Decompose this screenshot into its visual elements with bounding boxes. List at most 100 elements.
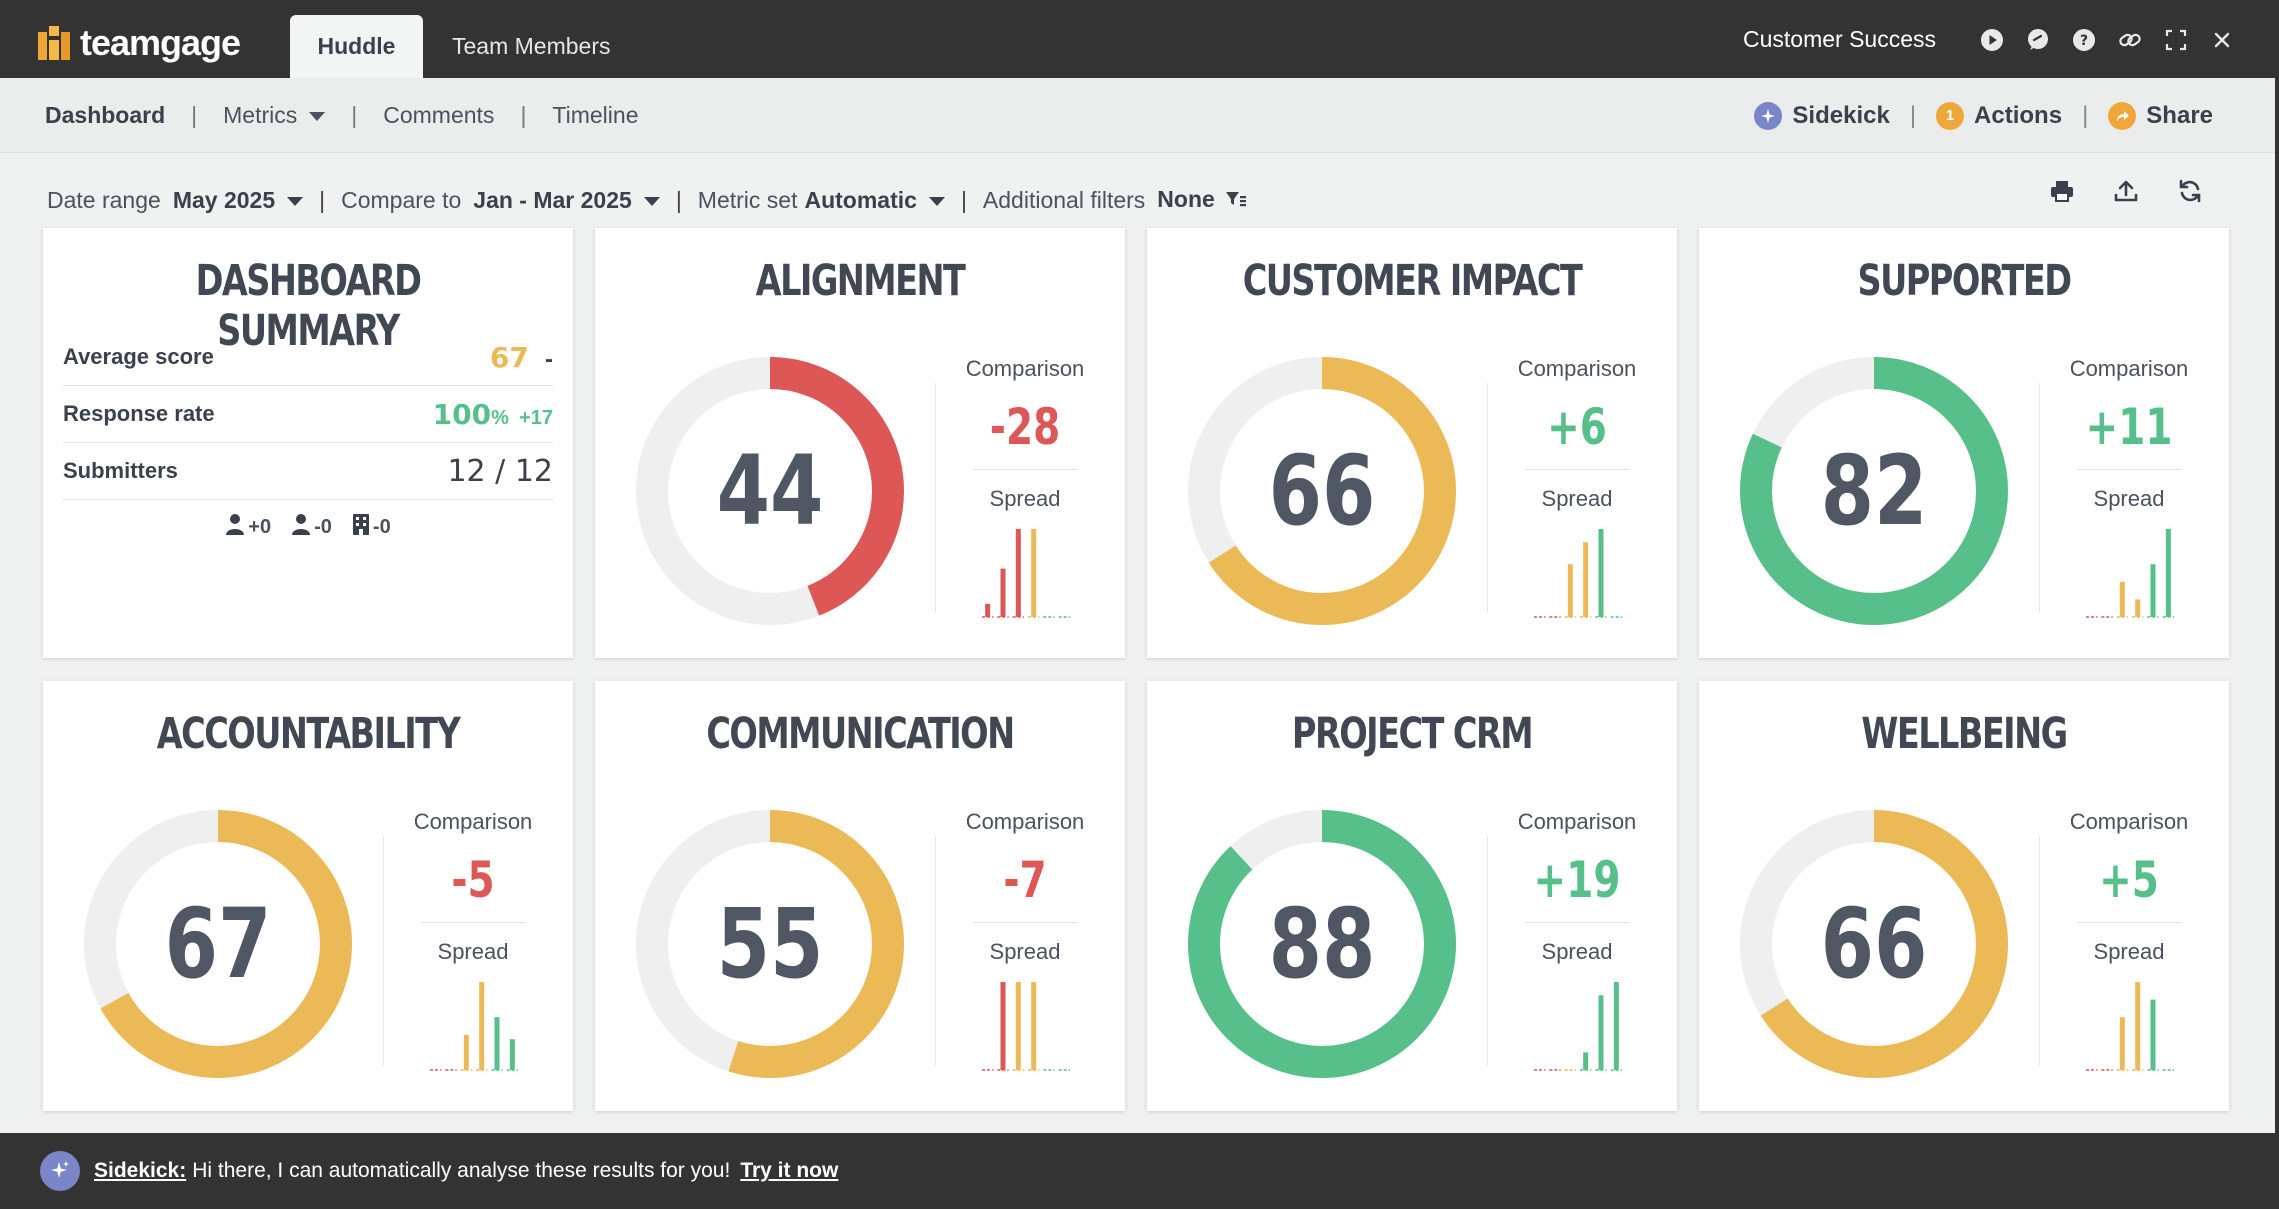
spread-bar	[985, 603, 991, 617]
sidekick-banner: Sidekick: Hi there, I can automatically …	[0, 1133, 2279, 1209]
print-icon[interactable]	[2049, 178, 2075, 204]
comparison-value: -7	[1003, 851, 1047, 909]
metric-card-supported[interactable]: SUPPORTED 82 Comparison +11 Spread	[1699, 228, 2229, 658]
filter-separator: |	[675, 186, 682, 213]
try-it-now-link[interactable]: Try it now	[740, 1159, 839, 1182]
filter-icon	[1225, 187, 1247, 214]
divider	[1525, 469, 1630, 470]
spread-bar	[1583, 1052, 1589, 1070]
svg-text:?: ?	[2080, 33, 2088, 49]
sparkle-icon	[40, 1151, 80, 1191]
metric-title: CUSTOMER IMPACT	[1242, 256, 1583, 306]
share-button[interactable]: Share	[2108, 101, 2213, 130]
nav-metrics-label: Metrics	[223, 102, 298, 128]
tab-huddle[interactable]: Huddle	[290, 15, 423, 78]
actions-button[interactable]: 1 Actions	[1936, 101, 2063, 130]
help-icon[interactable]: ?	[2072, 28, 2096, 52]
team-name[interactable]: Customer Success	[1742, 26, 1936, 52]
refresh-icon[interactable]	[2177, 178, 2203, 204]
additional-filters-select[interactable]: None	[1157, 186, 1247, 214]
metric-score: 66	[1268, 435, 1376, 547]
donut-arc	[1740, 810, 2008, 1078]
metric-card-accountability[interactable]: ACCOUNTABILITY 67 Comparison -5 Spread	[43, 681, 573, 1111]
divider	[1487, 836, 1488, 1066]
link-icon[interactable]	[2118, 28, 2142, 52]
close-icon[interactable]	[2210, 28, 2234, 52]
metric-score: 88	[1268, 888, 1376, 1000]
summary-member-changes: +0 -0 -0	[43, 513, 573, 541]
tab-team-members[interactable]: Team Members	[452, 33, 611, 59]
metric-card-communication[interactable]: COMMUNICATION 55 Comparison -7 Spread	[595, 681, 1125, 1111]
date-range-label: Date range	[47, 186, 161, 213]
chat-icon[interactable]	[2026, 28, 2050, 52]
logo-text: teamgage	[80, 22, 241, 63]
spread-bar	[463, 1034, 469, 1070]
share-icon	[2108, 101, 2137, 130]
summary-label: Response rate	[63, 401, 215, 426]
summary-title: DASHBOARD SUMMARY	[195, 256, 422, 356]
compare-value: Jan - Mar 2025	[473, 186, 632, 213]
sidekick-button[interactable]: Sidekick	[1754, 101, 1890, 130]
comparison-label: Comparison	[965, 356, 1085, 381]
spread-bar	[1598, 995, 1604, 1070]
score-donut	[1188, 810, 1456, 1078]
divider	[973, 469, 1078, 470]
summary-row-response-rate: Response rate 100% +17	[63, 386, 553, 443]
fullscreen-icon[interactable]	[2164, 28, 2188, 52]
compare-select[interactable]: Jan - Mar 2025	[473, 187, 660, 214]
spread-bar	[1000, 982, 1006, 1070]
play-icon[interactable]	[1980, 28, 2004, 52]
person-icon	[225, 513, 245, 541]
comparison-label: Comparison	[1517, 356, 1637, 381]
chevron-down-icon	[643, 196, 660, 206]
dashboard-summary-card: DASHBOARD SUMMARY Average score 67 - Res…	[43, 228, 573, 658]
spread-bar	[2135, 982, 2141, 1070]
divider	[2077, 922, 2182, 923]
nav-metrics[interactable]: Metrics	[223, 102, 326, 129]
donut-arc	[1188, 810, 1456, 1078]
nav-dashboard[interactable]: Dashboard	[45, 102, 166, 128]
spread-bar	[479, 982, 485, 1070]
divider	[2077, 469, 2182, 470]
joined-chip: +0	[225, 513, 271, 541]
comparison-label: Comparison	[1517, 809, 1637, 834]
comparison-label: Comparison	[413, 809, 533, 834]
spread-bar	[1613, 982, 1619, 1070]
spread-chart	[2086, 529, 2174, 618]
export-icon[interactable]	[2113, 178, 2139, 204]
filter-bar: Date range May 2025 | Compare to Jan - M…	[47, 180, 1247, 220]
divider	[973, 922, 1078, 923]
spread-label: Spread	[2093, 486, 2165, 511]
nav-separator: |	[191, 102, 198, 128]
metric-title: WELLBEING	[1861, 709, 2068, 759]
comparison-value: -28	[989, 398, 1061, 456]
banner-sidekick-link[interactable]: Sidekick:	[94, 1159, 187, 1182]
metric-set-select[interactable]: Automatic	[804, 187, 945, 214]
filter-separator: |	[960, 186, 967, 213]
chevron-down-icon	[928, 196, 945, 206]
nav-timeline[interactable]: Timeline	[552, 102, 639, 128]
spread-bar	[2135, 599, 2141, 617]
nav-comments[interactable]: Comments	[383, 102, 495, 128]
spread-bar	[1015, 529, 1021, 617]
chip-value: +0	[248, 515, 272, 538]
metric-title: PROJECT CRM	[1291, 709, 1534, 759]
metric-title: COMMUNICATION	[706, 709, 1015, 759]
sub-navigation: Dashboard | Metrics | Comments | Timelin…	[0, 78, 2275, 153]
logo[interactable]: teamgage	[38, 22, 241, 64]
chevron-down-icon	[309, 112, 326, 122]
actions-label: Actions	[1974, 101, 2063, 129]
metric-card-alignment[interactable]: ALIGNMENT 44 Comparison -28 Spread	[595, 228, 1125, 658]
nav-separator: |	[520, 102, 527, 128]
metric-card-customer-impact[interactable]: CUSTOMER IMPACT 66 Comparison +6 Spread	[1147, 228, 1677, 658]
score-donut	[1188, 357, 1456, 625]
spread-bar	[2119, 1017, 2125, 1070]
metric-card-project-crm[interactable]: PROJECT CRM 88 Comparison +19 Spread	[1147, 681, 1677, 1111]
date-range-select[interactable]: May 2025	[173, 187, 304, 214]
spread-label: Spread	[1541, 939, 1613, 964]
spread-chart	[2086, 982, 2174, 1071]
score-donut	[1740, 357, 2008, 625]
nav-separator: |	[351, 102, 358, 128]
metric-card-wellbeing[interactable]: WELLBEING 66 Comparison +5 Spread	[1699, 681, 2229, 1111]
divider	[1525, 922, 1630, 923]
